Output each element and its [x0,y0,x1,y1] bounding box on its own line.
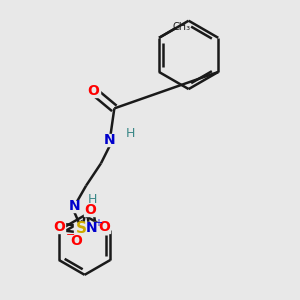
Text: O: O [53,220,65,234]
Bar [74,223,89,235]
Text: O: O [70,234,83,248]
Bar [85,204,96,216]
Text: O: O [85,203,96,217]
Bar [104,134,116,146]
Text: N: N [86,221,98,235]
Text: S: S [76,221,87,236]
Text: H: H [126,127,135,140]
Text: −: − [66,230,75,240]
Text: O: O [98,220,110,234]
Text: O: O [87,84,99,98]
Bar [98,221,110,233]
Bar [85,222,99,234]
Text: +: + [94,218,103,227]
Text: H: H [87,193,97,206]
Bar [68,200,80,212]
Text: N: N [68,200,80,214]
Text: N: N [104,133,116,147]
Bar [69,235,84,247]
Bar [85,84,100,97]
Bar [53,221,65,233]
Text: CH₃: CH₃ [173,22,191,32]
